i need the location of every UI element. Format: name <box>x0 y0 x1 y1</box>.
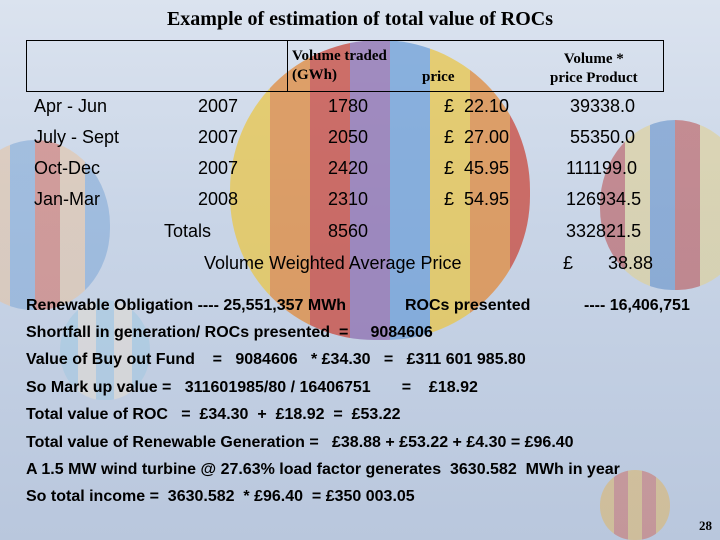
header-product: Volume * price Product <box>550 51 638 86</box>
vwap-value: 38.88 <box>608 253 654 273</box>
line-rocs-presented-value: ---- 16,406,751 <box>584 297 690 314</box>
header-volume: Volume traded (GWh) <box>292 48 387 83</box>
line-renewable-obligation: Renewable Obligation ---- 25,551,357 MWh <box>26 297 347 314</box>
cell-price: £ 45.95 <box>444 158 510 178</box>
header-price: price <box>422 69 455 85</box>
cell-product: 126934.5 <box>566 189 642 209</box>
cell-volume: 1780 <box>328 96 369 116</box>
cell-period: July - Sept <box>34 127 120 147</box>
vwap-label: Volume Weighted Average Price <box>204 253 462 273</box>
cell-year: 2007 <box>198 158 239 178</box>
line-wind-turbine: A 1.5 MW wind turbine @ 27.63% load fact… <box>26 461 620 478</box>
cell-product: 39338.0 <box>570 96 636 116</box>
cell-period: Apr - Jun <box>34 96 108 116</box>
totals-product: 332821.5 <box>566 221 642 241</box>
line-buyout-fund: Value of Buy out Fund = 9084606 * £34.30… <box>26 351 526 368</box>
line-total-renewable: Total value of Renewable Generation = £3… <box>26 434 574 451</box>
line-total-roc: Total value of ROC = £34.30 + £18.92 = £… <box>26 406 401 423</box>
totals-label: Totals <box>164 221 212 241</box>
line-shortfall: Shortfall in generation/ ROCs presented … <box>26 324 433 341</box>
totals-volume: 8560 <box>328 221 369 241</box>
line-markup: So Mark up value = 311601985/80 / 164067… <box>26 379 478 396</box>
cell-price: £ 54.95 <box>444 189 510 209</box>
cell-year: 2008 <box>198 189 239 209</box>
cell-price: £ 27.00 <box>444 127 510 147</box>
cell-product: 111199.0 <box>566 158 638 178</box>
vwap-currency: £ <box>563 253 574 273</box>
cell-period: Oct-Dec <box>34 158 101 178</box>
cell-year: 2007 <box>198 127 239 147</box>
cell-period: Jan-Mar <box>34 189 101 209</box>
cell-price: £ 22.10 <box>444 96 510 116</box>
slide-title: Example of estimation of total value of … <box>166 8 554 30</box>
cell-volume: 2310 <box>328 189 369 209</box>
line-rocs-presented-label: ROCs presented <box>405 297 531 314</box>
cell-year: 2007 <box>198 96 239 116</box>
cell-product: 55350.0 <box>570 127 636 147</box>
table-header-box <box>26 40 664 92</box>
line-total-income: So total income = 3630.582 * £96.40 = £3… <box>26 488 415 505</box>
cell-volume: 2050 <box>328 127 369 147</box>
cell-volume: 2420 <box>328 158 369 178</box>
page-number: 28 <box>699 518 712 533</box>
